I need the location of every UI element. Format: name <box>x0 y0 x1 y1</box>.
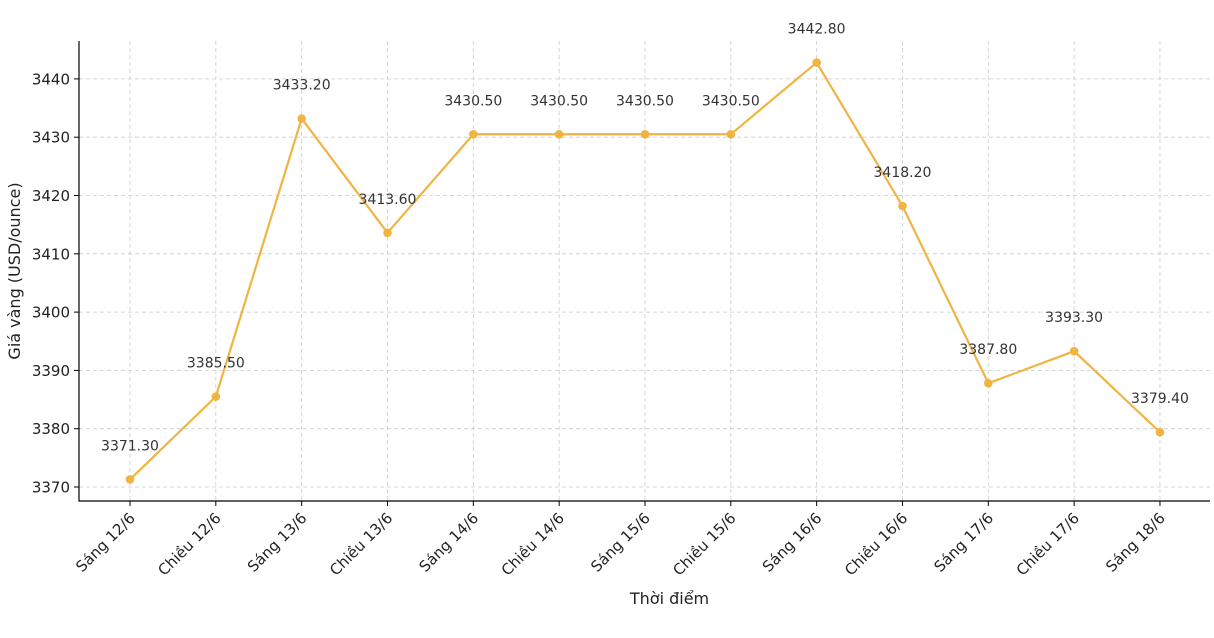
y-tick-label: 3390 <box>32 362 70 380</box>
data-labels: 3371.30 3385.50 3433.20 3413.60 3430.50 3430.… <box>101 22 1189 455</box>
x-tick-label: Sáng 17/6 <box>931 509 998 576</box>
data-label: 3442.80 <box>788 22 846 38</box>
data-point <box>984 378 993 388</box>
data-point <box>554 129 564 139</box>
y-tick-label: 3420 <box>32 187 70 205</box>
y-tick-label: 3380 <box>32 420 70 438</box>
data-label: 3379.40 <box>1131 391 1189 407</box>
data-point <box>383 228 392 238</box>
x-tick-label: Chiều 14/6 <box>498 509 568 579</box>
axes <box>74 41 1210 506</box>
x-tick-label: Chiều 17/6 <box>1013 509 1083 579</box>
data-label: 3385.50 <box>187 356 245 372</box>
x-tick-label: Sáng 16/6 <box>759 509 826 576</box>
data-label: 3393.30 <box>1045 310 1103 326</box>
y-tick-label: 3430 <box>32 129 70 147</box>
x-tick-label: Chiều 15/6 <box>669 509 739 579</box>
data-label: 3430.50 <box>444 93 502 109</box>
x-tick-label: Chiều 16/6 <box>841 509 911 579</box>
tick-labels: Sáng 12/6 Chiều 12/6 Sáng 13/6 Chiều 13/6 Sá… <box>32 70 1169 579</box>
y-tick-label: 3400 <box>32 304 70 322</box>
data-label: 3418.20 <box>874 165 932 181</box>
data-point <box>125 475 135 484</box>
data-label: 3430.50 <box>616 93 674 109</box>
grid-lines <box>79 41 1210 501</box>
data-point <box>812 58 821 67</box>
data-label: 3430.50 <box>530 93 588 109</box>
axis-spines <box>78 41 1210 502</box>
data-point <box>1069 346 1079 356</box>
x-tick-label: Sáng 12/6 <box>72 509 139 576</box>
x-tick-label: Chiều 13/6 <box>326 509 396 579</box>
data-point <box>297 114 306 123</box>
data-point <box>211 392 221 401</box>
data-point <box>640 129 650 139</box>
y-tick-label: 3370 <box>32 479 70 497</box>
data-label: 3387.80 <box>959 342 1017 358</box>
x-tick-label: Sáng 15/6 <box>587 509 654 576</box>
data-label: 3371.30 <box>101 438 159 454</box>
data-point <box>469 129 478 139</box>
x-tick-label: Chiều 12/6 <box>154 509 224 579</box>
data-point <box>726 129 736 139</box>
data-label: 3430.50 <box>702 93 760 109</box>
y-tick-label: 3410 <box>32 245 70 263</box>
x-axis-label: Thời điểm <box>629 589 709 608</box>
y-axis-label: Giá vàng (USD/ounce) <box>5 182 24 359</box>
data-series <box>125 58 1165 484</box>
data-label: 3433.20 <box>273 78 331 94</box>
data-point <box>1155 427 1165 437</box>
x-tick-label: Sáng 18/6 <box>1102 509 1169 576</box>
y-tick-label: 3440 <box>32 70 70 88</box>
x-tick-label: Sáng 14/6 <box>416 509 483 576</box>
data-point <box>898 201 907 211</box>
x-tick-label: Sáng 13/6 <box>244 509 311 576</box>
data-label: 3413.60 <box>359 192 417 208</box>
